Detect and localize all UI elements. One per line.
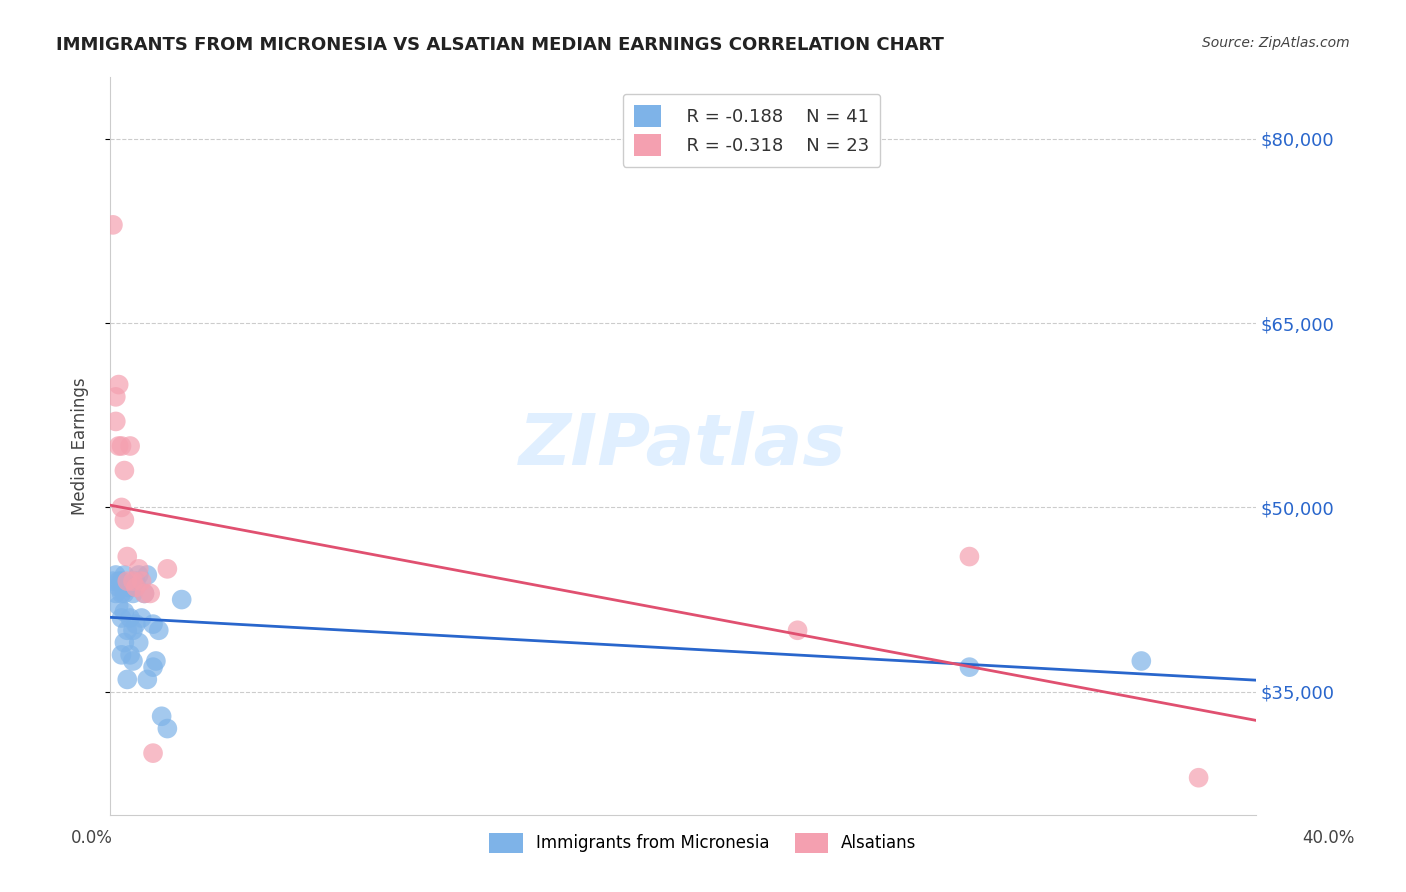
Point: [112, 605, 135, 619]
Point: [136, 673, 159, 687]
Point: [128, 635, 150, 649]
Point: [139, 586, 162, 600]
Point: [131, 574, 153, 589]
Point: [101, 218, 124, 232]
Point: [101, 574, 124, 589]
Text: ZIPatlas: ZIPatlas: [519, 411, 846, 481]
Point: [104, 586, 127, 600]
Y-axis label: Median Earnings: Median Earnings: [72, 377, 89, 515]
Point: [136, 568, 159, 582]
Point: [1187, 771, 1209, 785]
Point: [128, 562, 150, 576]
Point: [142, 617, 165, 632]
Point: [117, 673, 139, 687]
Point: [110, 439, 132, 453]
Point: [122, 654, 145, 668]
Point: [107, 574, 129, 589]
Point: [110, 574, 132, 589]
Text: 40.0%: 40.0%: [1302, 829, 1355, 847]
Point: [1130, 654, 1153, 668]
Point: [107, 580, 129, 594]
Point: [120, 580, 142, 594]
Point: [125, 580, 148, 594]
Point: [112, 568, 135, 582]
Point: [134, 586, 156, 600]
Point: [134, 586, 156, 600]
Text: Source: ZipAtlas.com: Source: ZipAtlas.com: [1202, 36, 1350, 50]
Point: [117, 549, 139, 564]
Legend:   R = -0.188    N = 41,   R = -0.318    N = 23: R = -0.188 N = 41, R = -0.318 N = 23: [623, 94, 880, 167]
Point: [110, 648, 132, 662]
Point: [120, 648, 142, 662]
Point: [142, 746, 165, 760]
Point: [110, 611, 132, 625]
Point: [110, 586, 132, 600]
Point: [128, 568, 150, 582]
Point: [112, 635, 135, 649]
Legend: Immigrants from Micronesia, Alsatians: Immigrants from Micronesia, Alsatians: [481, 824, 925, 862]
Point: [150, 709, 173, 723]
Point: [786, 624, 808, 638]
Point: [959, 549, 981, 564]
Point: [125, 574, 148, 589]
Text: IMMIGRANTS FROM MICRONESIA VS ALSATIAN MEDIAN EARNINGS CORRELATION CHART: IMMIGRANTS FROM MICRONESIA VS ALSATIAN M…: [56, 36, 943, 54]
Point: [125, 617, 148, 632]
Point: [107, 599, 129, 613]
Point: [120, 611, 142, 625]
Point: [117, 574, 139, 589]
Point: [125, 580, 148, 594]
Text: 0.0%: 0.0%: [70, 829, 112, 847]
Point: [142, 660, 165, 674]
Point: [156, 562, 179, 576]
Point: [104, 390, 127, 404]
Point: [117, 624, 139, 638]
Point: [120, 439, 142, 453]
Point: [156, 722, 179, 736]
Point: [122, 574, 145, 589]
Point: [112, 513, 135, 527]
Point: [107, 439, 129, 453]
Point: [959, 660, 981, 674]
Point: [122, 586, 145, 600]
Point: [107, 377, 129, 392]
Point: [117, 580, 139, 594]
Point: [170, 592, 193, 607]
Point: [122, 624, 145, 638]
Point: [148, 624, 170, 638]
Point: [131, 611, 153, 625]
Point: [104, 568, 127, 582]
Point: [112, 464, 135, 478]
Point: [145, 654, 167, 668]
Point: [110, 500, 132, 515]
Point: [104, 414, 127, 428]
Point: [112, 586, 135, 600]
